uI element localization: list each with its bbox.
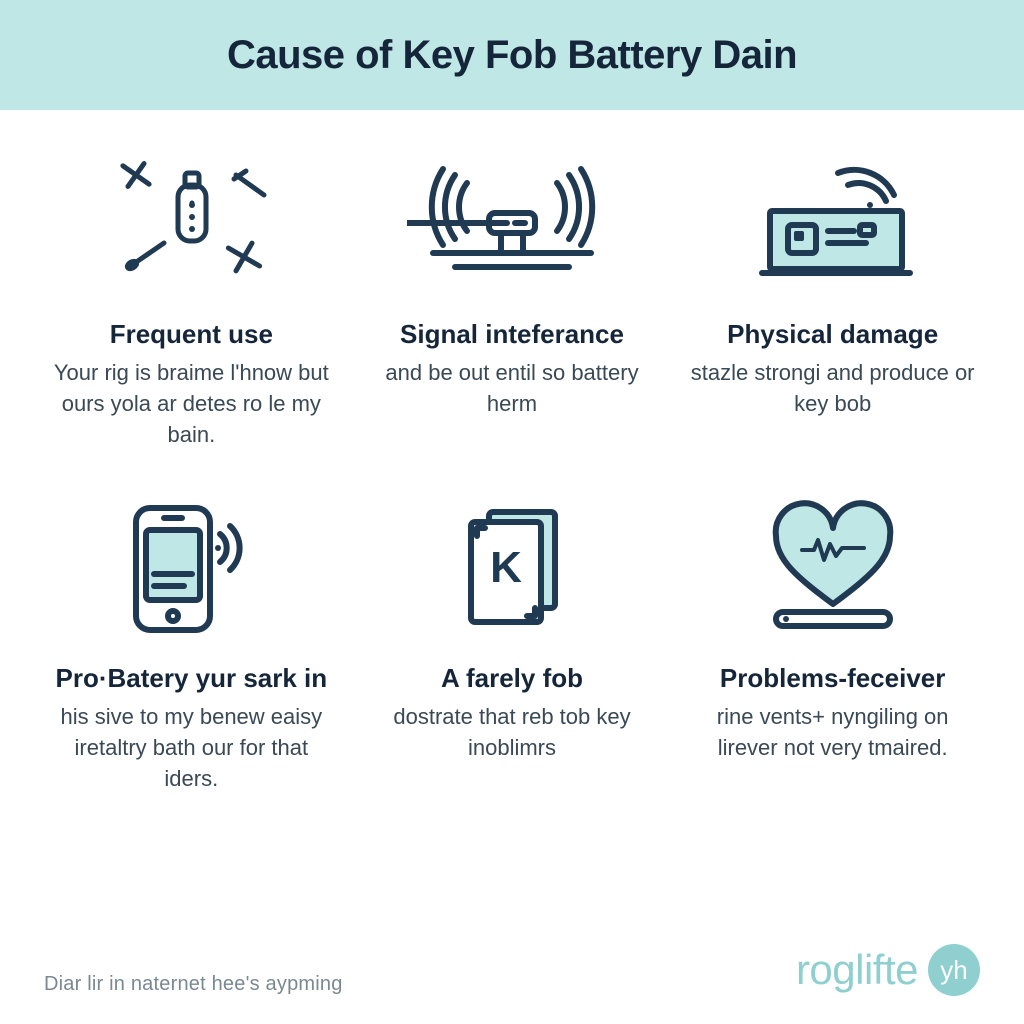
brand-badge: yh [928, 944, 980, 996]
item-body: dostrate that reb tob key inoblimrs [366, 701, 659, 763]
brand-name: roglifte [796, 946, 918, 994]
cause-signal-interference: Signal inteferance and be out entil so b… [366, 150, 659, 450]
cause-pro-battery: Pro·Batery yur sark in his sive to my be… [45, 494, 338, 794]
item-title: Pro·Batery yur sark in [55, 662, 327, 695]
signal-icon [402, 150, 622, 300]
brand: roglifte yh [796, 944, 980, 996]
causes-grid: Frequent use Your rig is braime l'hnow b… [0, 110, 1024, 794]
physical-damage-icon [723, 150, 943, 300]
item-title: Problems-feceiver [720, 662, 945, 695]
page-title: Cause of Key Fob Battery Dain [227, 33, 797, 78]
item-title: Signal inteferance [400, 318, 624, 351]
item-body: rine vents+ nyngiling on lirever not ver… [686, 701, 979, 763]
heart-receiver-icon [723, 494, 943, 644]
item-body: his sive to my benew eaisy iretaltry bat… [45, 701, 338, 795]
phone-signal-icon [81, 494, 301, 644]
cause-frequent-use: Frequent use Your rig is braime l'hnow b… [45, 150, 338, 450]
title-banner: Cause of Key Fob Battery Dain [0, 0, 1024, 110]
item-title: Frequent use [110, 318, 273, 351]
svg-text:K: K [490, 543, 522, 592]
footer-note: Diar lir in naternet hee's aypming [44, 973, 343, 996]
cause-physical-damage: Physical damage stazle strongi and produ… [686, 150, 979, 450]
item-title: A farely fob [441, 662, 583, 695]
footer: Diar lir in naternet hee's aypming rogli… [44, 944, 980, 996]
item-body: stazle strongi and produce or key bob [686, 357, 979, 419]
item-body: Your rig is braime l'hnow but ours yola … [45, 357, 338, 451]
frequent-use-icon [81, 150, 301, 300]
cause-receiver-problems: Problems-feceiver rine vents+ nyngiling … [686, 494, 979, 794]
item-body: and be out entil so battery herm [366, 357, 659, 419]
item-title: Physical damage [727, 318, 938, 351]
card-k-icon: K [402, 494, 622, 644]
cause-farely-fob: K A farely fob dostrate that reb tob key… [366, 494, 659, 794]
